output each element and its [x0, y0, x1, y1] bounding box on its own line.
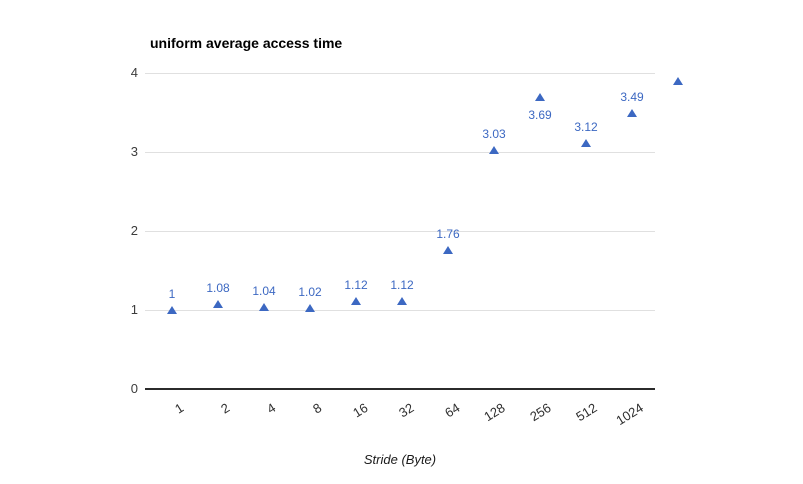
- data-point-label: 3.03: [482, 126, 506, 141]
- x-tick-label-8: 8: [309, 400, 324, 417]
- y-tick-label-3: 3: [130, 144, 138, 159]
- gridline-y-3: [145, 151, 655, 153]
- data-point-label: 1: [168, 287, 176, 301]
- x-tick-label-128: 128: [481, 400, 508, 425]
- x-tick-label-2: 2: [217, 400, 232, 417]
- gridline-y-0: [145, 388, 655, 390]
- x-tick-label-1: 1: [171, 400, 186, 417]
- gridline-y-1: [145, 309, 655, 311]
- y-tick-label-1: 1: [130, 302, 138, 317]
- chart-title: uniform average access time: [150, 35, 343, 51]
- y-tick-label-2: 2: [130, 223, 138, 238]
- data-point-label: 3.12: [574, 119, 598, 134]
- x-tick-label-512: 512: [573, 400, 600, 425]
- gridline-y-4: [145, 72, 655, 74]
- x-tick-label-64: 64: [441, 400, 462, 421]
- data-point-label: 1.04: [252, 283, 276, 298]
- data-point-marker: [535, 93, 545, 102]
- data-point-label: 3.69: [528, 108, 552, 123]
- x-tick-label-4: 4: [263, 400, 278, 417]
- y-tick-label-0: 0: [130, 381, 138, 396]
- data-point-marker: [581, 138, 591, 147]
- x-tick-label-256: 256: [527, 400, 554, 425]
- gridline-y-2: [145, 230, 655, 232]
- data-point-label: 1.08: [206, 280, 230, 295]
- data-point-label: 1.12: [344, 277, 368, 292]
- data-point-label: 3.49: [620, 90, 644, 105]
- x-tick-label-16: 16: [349, 400, 370, 421]
- y-tick-label-4: 4: [130, 65, 138, 80]
- data-point-marker: [259, 302, 269, 311]
- data-point-marker: [305, 304, 315, 313]
- data-point-marker: [443, 245, 453, 254]
- data-point-marker: [489, 145, 499, 154]
- data-point-marker: [673, 76, 683, 85]
- data-point-marker: [351, 296, 361, 305]
- data-point-label: 1.02: [298, 285, 322, 300]
- data-point-marker: [167, 306, 177, 314]
- data-point-marker: [627, 109, 637, 118]
- x-tick-label-1024: 1024: [613, 400, 646, 429]
- data-point-marker: [397, 296, 407, 305]
- x-tick-label-32: 32: [395, 400, 416, 421]
- data-point-label: 1.76: [436, 226, 460, 241]
- data-point-label: 1.12: [390, 277, 414, 292]
- x-axis-title: Stride (Byte): [363, 452, 437, 467]
- data-point-marker: [213, 299, 223, 308]
